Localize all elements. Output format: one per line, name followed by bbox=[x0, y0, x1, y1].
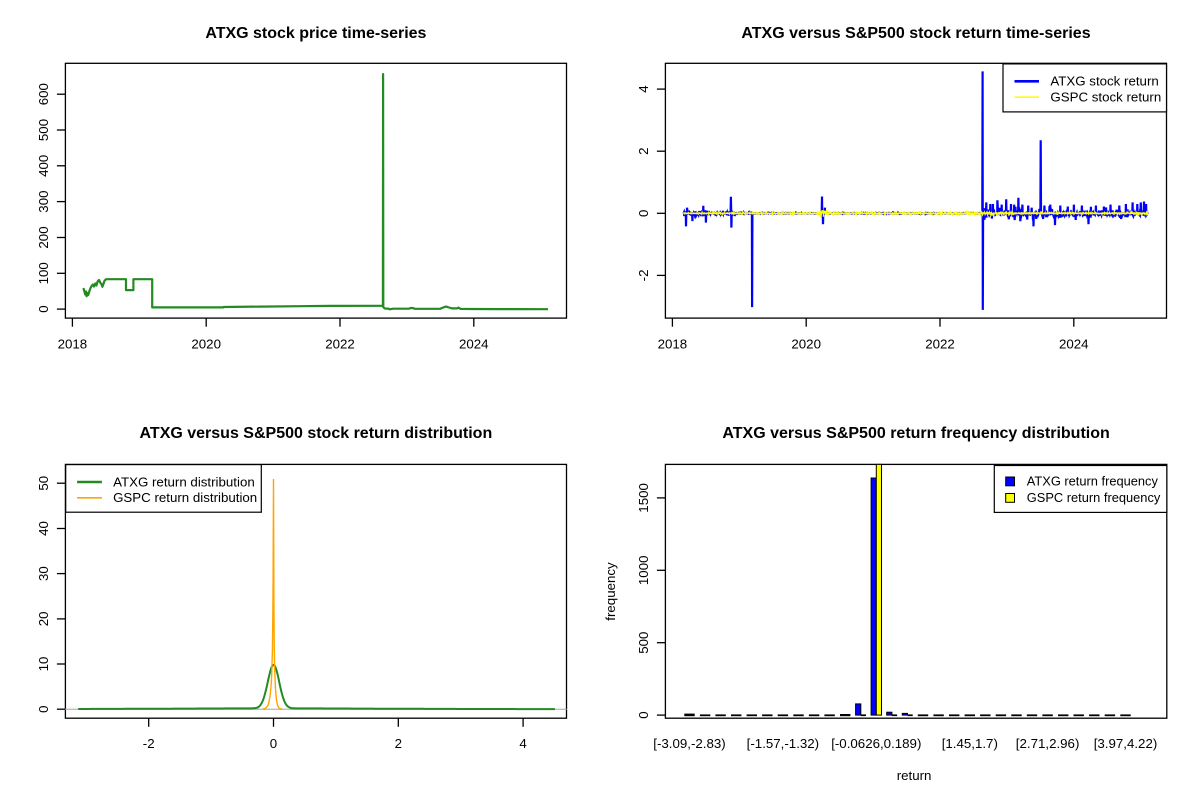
svg-text:40: 40 bbox=[36, 521, 51, 536]
svg-text:GSPC stock return: GSPC stock return bbox=[1050, 90, 1161, 105]
svg-text:ATXG return frequency: ATXG return frequency bbox=[1027, 474, 1159, 489]
svg-text:1000: 1000 bbox=[636, 556, 651, 586]
svg-text:30: 30 bbox=[36, 566, 51, 581]
svg-text:2024: 2024 bbox=[459, 336, 489, 351]
svg-text:ATXG versus S&P500 stock retur: ATXG versus S&P500 stock return time-ser… bbox=[741, 25, 1090, 42]
svg-text:2020: 2020 bbox=[791, 336, 821, 351]
svg-text:[-1.57,-1.32): [-1.57,-1.32) bbox=[747, 736, 819, 751]
svg-text:0: 0 bbox=[36, 705, 51, 712]
svg-text:20: 20 bbox=[36, 612, 51, 627]
svg-text:ATXG versus S&P500 stock retur: ATXG versus S&P500 stock return distribu… bbox=[140, 425, 493, 442]
svg-text:4: 4 bbox=[519, 736, 526, 751]
svg-text:200: 200 bbox=[36, 226, 51, 248]
svg-text:600: 600 bbox=[36, 83, 51, 105]
svg-text:0: 0 bbox=[36, 305, 51, 312]
svg-text:0: 0 bbox=[270, 736, 277, 751]
svg-text:ATXG stock return: ATXG stock return bbox=[1050, 74, 1158, 89]
svg-text:2: 2 bbox=[395, 736, 402, 751]
svg-text:0: 0 bbox=[636, 711, 651, 718]
svg-text:300: 300 bbox=[36, 191, 51, 213]
svg-text:500: 500 bbox=[636, 632, 651, 654]
svg-text:ATXG stock price time-series: ATXG stock price time-series bbox=[205, 25, 426, 42]
svg-text:-2: -2 bbox=[143, 736, 155, 751]
svg-text:[-0.0626,0.189): [-0.0626,0.189) bbox=[831, 736, 921, 751]
svg-text:GSPC return distribution: GSPC return distribution bbox=[113, 490, 257, 505]
svg-text:100: 100 bbox=[36, 262, 51, 284]
svg-text:0: 0 bbox=[636, 210, 651, 217]
svg-text:2024: 2024 bbox=[1059, 336, 1089, 351]
svg-text:2020: 2020 bbox=[191, 336, 221, 351]
svg-text:2018: 2018 bbox=[658, 336, 688, 351]
svg-text:[1.45,1.7): [1.45,1.7) bbox=[942, 736, 998, 751]
svg-text:400: 400 bbox=[36, 155, 51, 177]
svg-text:ATXG versus S&P500 return freq: ATXG versus S&P500 return frequency dist… bbox=[722, 425, 1109, 442]
svg-text:[-3.09,-2.83): [-3.09,-2.83) bbox=[653, 736, 725, 751]
svg-text:2022: 2022 bbox=[325, 336, 355, 351]
svg-text:50: 50 bbox=[36, 476, 51, 491]
svg-text:return: return bbox=[897, 768, 932, 783]
svg-text:GSPC return frequency: GSPC return frequency bbox=[1027, 490, 1161, 505]
svg-text:1500: 1500 bbox=[636, 483, 651, 513]
svg-text:[2.71,2.96): [2.71,2.96) bbox=[1016, 736, 1080, 751]
svg-text:2022: 2022 bbox=[925, 336, 955, 351]
svg-text:2: 2 bbox=[636, 147, 651, 154]
svg-text:500: 500 bbox=[36, 119, 51, 141]
svg-text:ATXG return distribution: ATXG return distribution bbox=[113, 474, 255, 489]
svg-text:2018: 2018 bbox=[58, 336, 88, 351]
svg-text:10: 10 bbox=[36, 657, 51, 672]
svg-text:-2: -2 bbox=[636, 269, 651, 281]
svg-text:frequency: frequency bbox=[603, 562, 618, 621]
svg-text:[3.97,4.22): [3.97,4.22) bbox=[1094, 736, 1158, 751]
svg-text:4: 4 bbox=[636, 85, 651, 92]
